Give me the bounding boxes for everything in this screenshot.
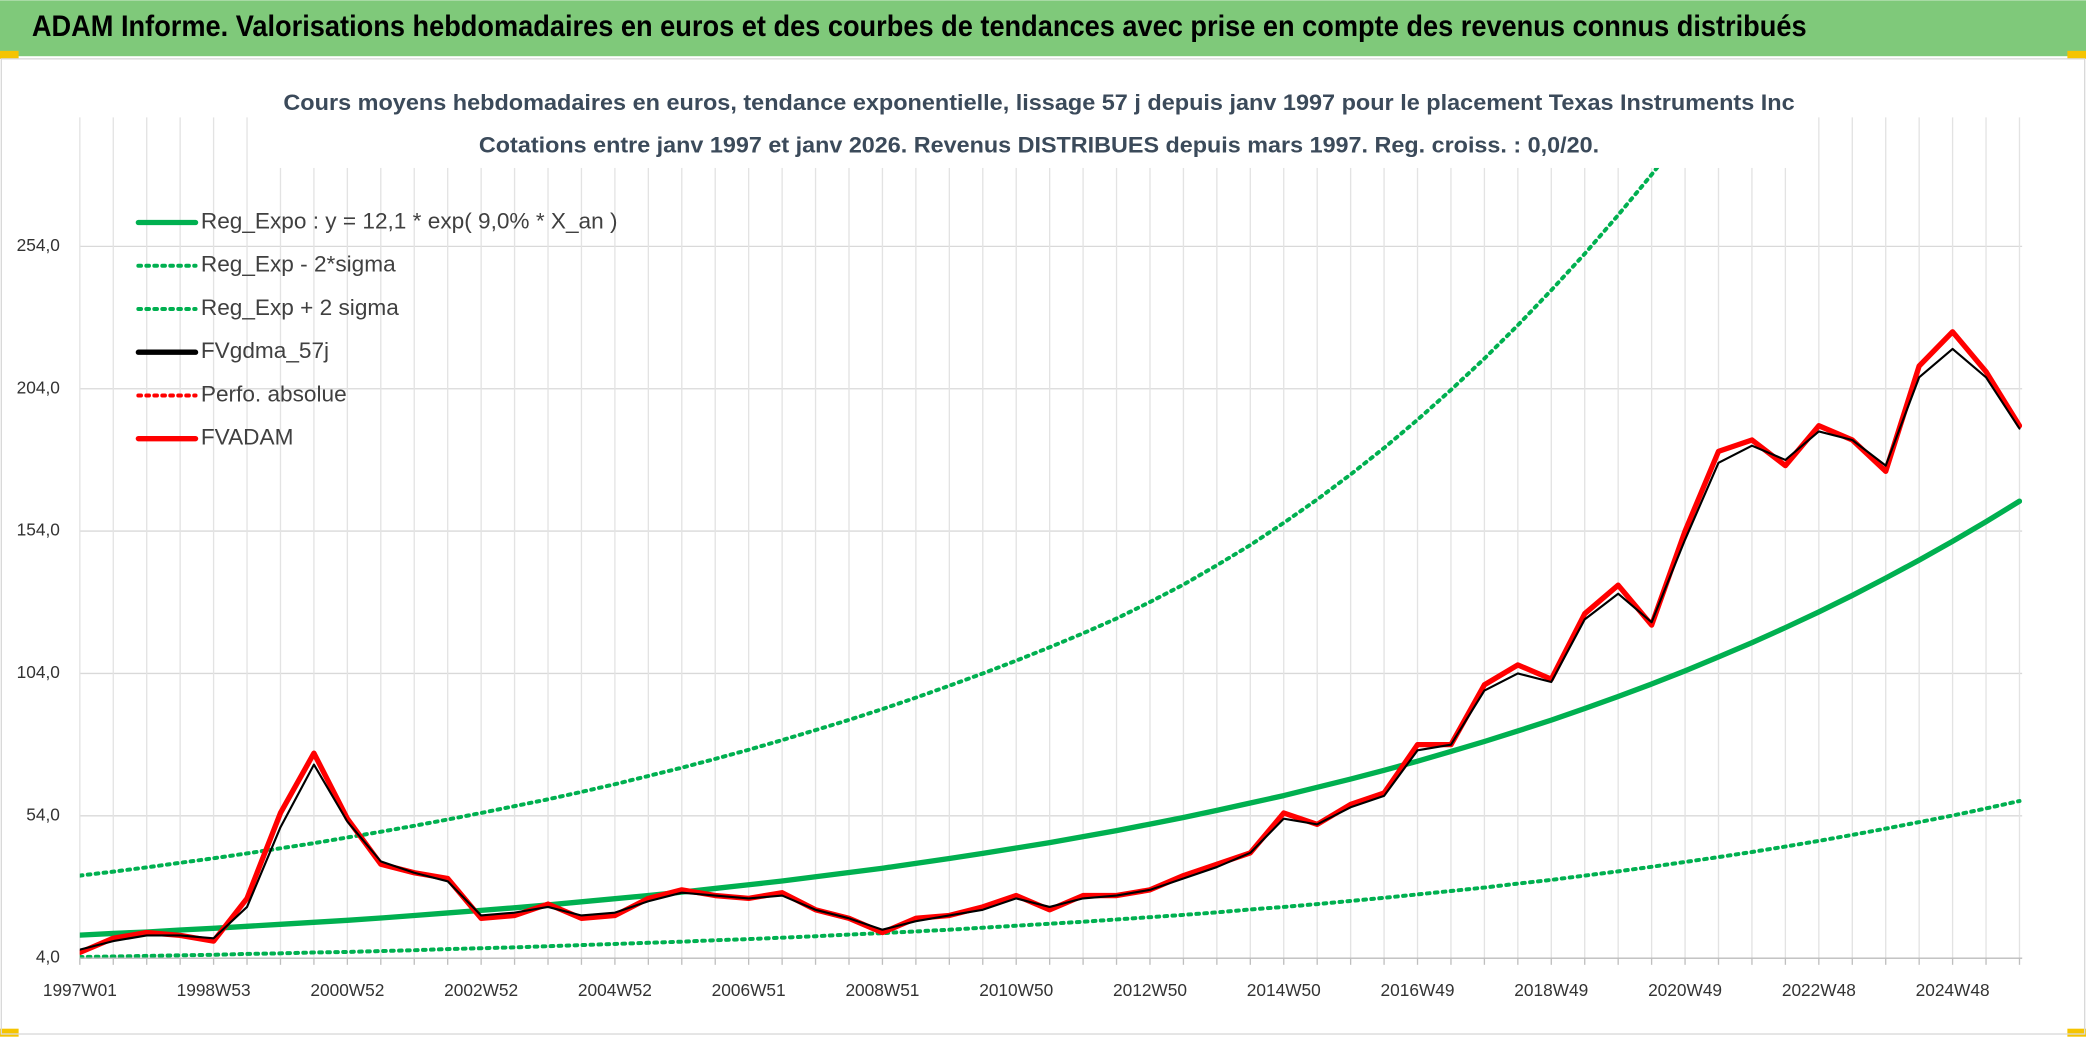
corner xyxy=(0,1028,19,1037)
y-tick-label: 204,0 xyxy=(17,377,60,397)
x-tick-label: 1997W01 xyxy=(43,980,117,1000)
x-tick-label: 2010W50 xyxy=(979,980,1053,1000)
legend-label: Perfo. absolue xyxy=(201,381,347,406)
corner xyxy=(0,50,19,59)
x-tick-label: 2012W50 xyxy=(1113,980,1187,1000)
x-tick-label: 2014W50 xyxy=(1247,980,1321,1000)
legend-label: FVgdma_57j xyxy=(201,338,329,363)
x-tick-label: 2008W51 xyxy=(845,980,919,1000)
chart-title: Cours moyens hebdomadaires en euros, ten… xyxy=(283,90,1794,115)
legend-label: Reg_Expo : y = 12,1 * exp( 9,0% * X_an ) xyxy=(201,208,618,233)
x-tick-label: 1998W53 xyxy=(177,980,251,1000)
chart-border xyxy=(0,58,2086,1035)
x-tick-label: 2000W52 xyxy=(310,980,384,1000)
corner xyxy=(2067,50,2086,59)
x-tick-label: 2018W49 xyxy=(1514,980,1588,1000)
series-line xyxy=(79,117,1699,878)
x-tick-label: 2002W52 xyxy=(444,980,518,1000)
axes: 4,0 54,0 104,0 154,0 204,0 254,0 1997W01 1998W5… xyxy=(17,235,2023,1000)
corner xyxy=(2067,1028,2086,1037)
legend: Reg_Expo : y = 12,1 * exp( 9,0% * X_an )… xyxy=(135,208,618,450)
legend-label: Reg_Exp + 2 sigma xyxy=(201,295,399,320)
y-tick-label: 104,0 xyxy=(17,662,60,682)
series-line xyxy=(79,799,2022,960)
legend-label: Reg_Exp - 2*sigma xyxy=(201,252,396,277)
chart-subtitle: Cotations entre janv 1997 et janv 2026. … xyxy=(479,133,1599,158)
header-bar xyxy=(0,0,2086,57)
title-box xyxy=(272,82,1803,168)
y-tick-label: 54,0 xyxy=(26,804,60,824)
x-tick-label: 2022W48 xyxy=(1782,980,1856,1000)
header-title: ADAM Informe. Valorisations hebdomadaire… xyxy=(32,11,1807,43)
series-line xyxy=(79,498,2023,938)
y-tick-label: 4,0 xyxy=(36,947,60,967)
x-tick-label: 2016W49 xyxy=(1381,980,1455,1000)
x-tick-label: 2006W51 xyxy=(712,980,786,1000)
x-tick-label: 2020W49 xyxy=(1648,980,1722,1000)
grid xyxy=(79,117,2023,959)
x-tick-label: 2024W48 xyxy=(1916,980,1990,1000)
series-line xyxy=(79,347,2021,951)
plot xyxy=(79,117,2023,960)
y-tick-label: 154,0 xyxy=(17,520,60,540)
x-tick-label: 2004W52 xyxy=(578,980,652,1000)
legend-label: FVADAM xyxy=(201,425,294,450)
y-tick-label: 254,0 xyxy=(17,235,60,255)
